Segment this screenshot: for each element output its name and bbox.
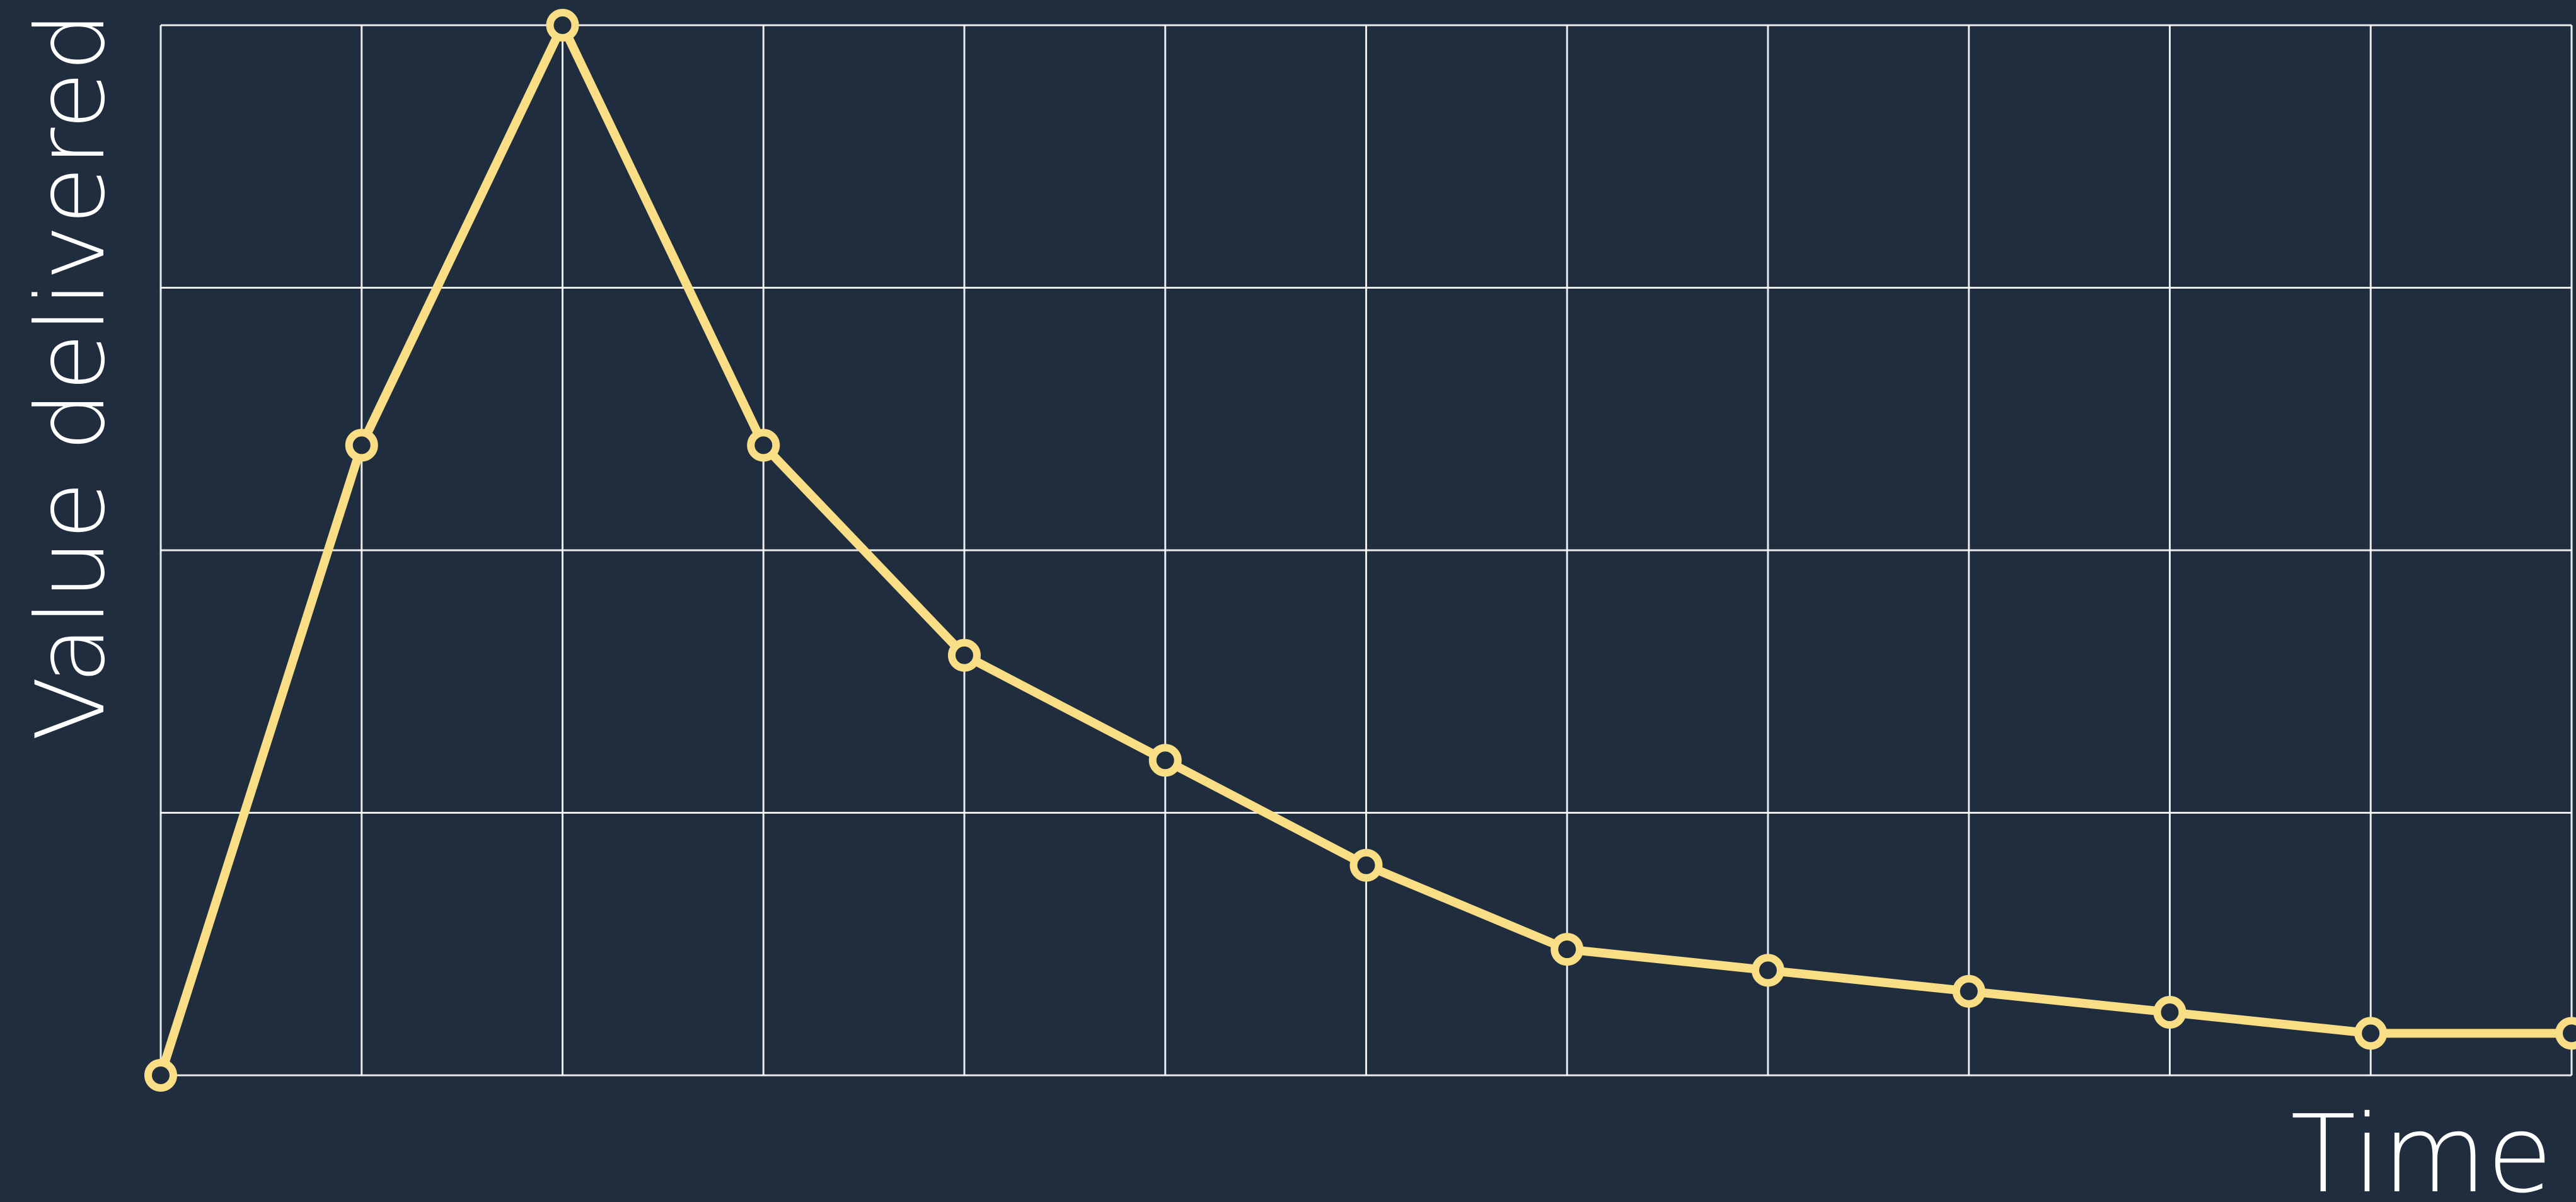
data-point-marker xyxy=(349,432,374,458)
data-point-marker xyxy=(1755,957,1781,983)
y-axis-label: Value delivered xyxy=(16,11,126,741)
data-point-marker xyxy=(1153,748,1178,773)
data-point-marker xyxy=(952,643,977,668)
data-point-marker xyxy=(2358,1020,2383,1046)
data-point-marker xyxy=(1354,853,1379,878)
grid xyxy=(161,25,2572,1075)
x-axis-label: Time xyxy=(2290,1092,2553,1202)
data-point-marker xyxy=(550,13,575,38)
data-point-marker xyxy=(2157,1000,2183,1025)
data-point-marker xyxy=(751,432,776,458)
data-point-marker xyxy=(2559,1020,2576,1046)
data-point-marker xyxy=(148,1063,173,1088)
data-point-marker xyxy=(1554,937,1580,962)
data-point-marker xyxy=(1956,979,1982,1004)
